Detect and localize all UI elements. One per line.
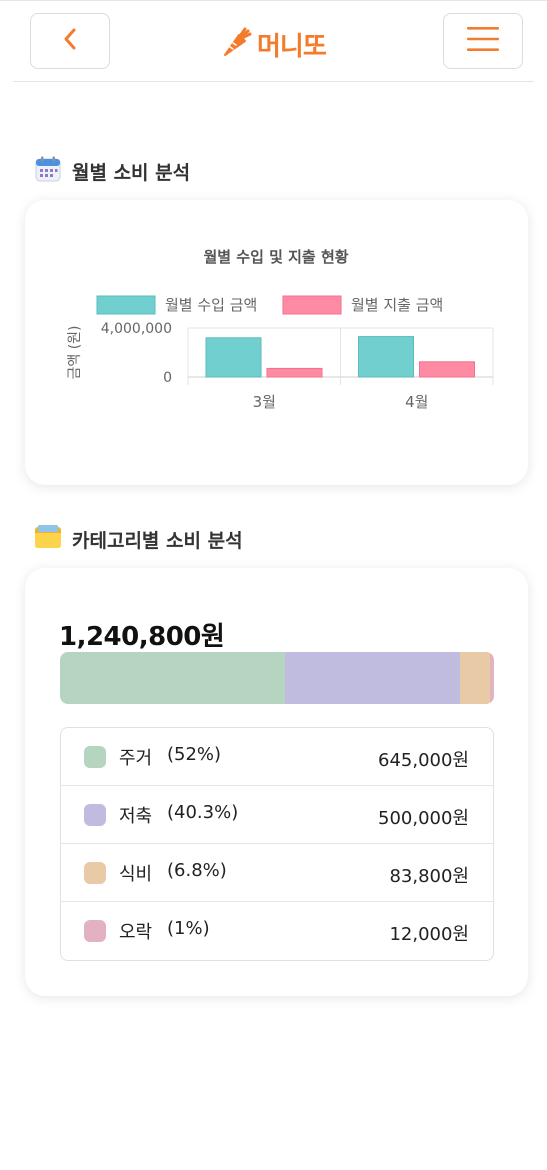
header-divider — [13, 81, 534, 82]
back-button[interactable] — [30, 13, 110, 69]
category-row[interactable]: 오락 (1%) 12,000원 — [61, 902, 493, 960]
monthly-section-title: 월별 소비 분석 — [34, 155, 190, 188]
category-amount: 83,800원 — [389, 866, 469, 887]
legend-label-2: 월별 지출 금액 — [351, 296, 443, 314]
x-tick-label: 4월 — [405, 393, 428, 411]
category-percent: (1%) — [167, 918, 210, 939]
legend-label-1: 월별 수입 금액 — [165, 296, 257, 314]
top-border — [0, 0, 547, 1]
folder-icon — [34, 523, 62, 556]
bar-1-2 — [358, 336, 414, 378]
stack-segment-1 — [60, 652, 286, 704]
chart-title: 월별 수입 및 지출 현황 — [203, 248, 348, 266]
total-spending: 1,240,800원 — [59, 622, 225, 652]
x-tick-label: 3월 — [253, 393, 276, 411]
hamburger-menu-icon — [466, 25, 500, 57]
app-header: 머니또 — [0, 0, 547, 82]
chevron-left-icon — [61, 27, 79, 55]
legend-swatch-2 — [282, 295, 342, 315]
y-axis-label: 금액 (원) — [67, 325, 83, 379]
menu-button[interactable] — [443, 13, 523, 69]
stack-segment-3 — [460, 652, 490, 704]
bar-2-1 — [266, 367, 323, 378]
category-row[interactable]: 식비 (6.8%) 83,800원 — [61, 844, 493, 902]
bar-1-1 — [205, 337, 262, 378]
calendar-icon — [34, 155, 62, 188]
y-tick-label: 4,000,000 — [101, 321, 172, 337]
category-name: 식비 — [119, 864, 153, 885]
category-percent: (40.3%) — [167, 802, 239, 823]
category-color-swatch — [84, 746, 106, 768]
y-tick-label: 0 — [163, 370, 172, 386]
category-row[interactable]: 주거 (52%) 645,000원 — [61, 728, 493, 786]
legend-swatch-1 — [96, 295, 156, 315]
category-color-swatch — [84, 862, 106, 884]
category-amount: 12,000원 — [389, 924, 469, 945]
carrot-icon — [219, 25, 253, 63]
category-amount: 645,000원 — [378, 750, 469, 771]
category-color-swatch — [84, 920, 106, 942]
category-percent: (52%) — [167, 744, 222, 765]
category-name: 주거 — [119, 748, 153, 769]
category-name: 저축 — [119, 806, 153, 827]
category-row[interactable]: 저축 (40.3%) 500,000원 — [61, 786, 493, 844]
app-logo[interactable]: 머니또 — [219, 25, 327, 63]
monthly-section-label: 월별 소비 분석 — [72, 162, 191, 184]
stack-segment-2 — [285, 652, 461, 704]
category-color-swatch — [84, 804, 106, 826]
category-name: 오락 — [119, 922, 153, 943]
category-percent: (6.8%) — [167, 860, 227, 881]
stack-segment-4 — [489, 652, 494, 704]
category-stacked-bar — [60, 652, 494, 704]
category-section-title: 카테고리별 소비 분석 — [34, 523, 243, 556]
category-section-label: 카테고리별 소비 분석 — [72, 530, 243, 552]
bar-2-2 — [419, 361, 475, 378]
category-amount: 500,000원 — [378, 808, 469, 829]
logo-text: 머니또 — [257, 31, 327, 62]
